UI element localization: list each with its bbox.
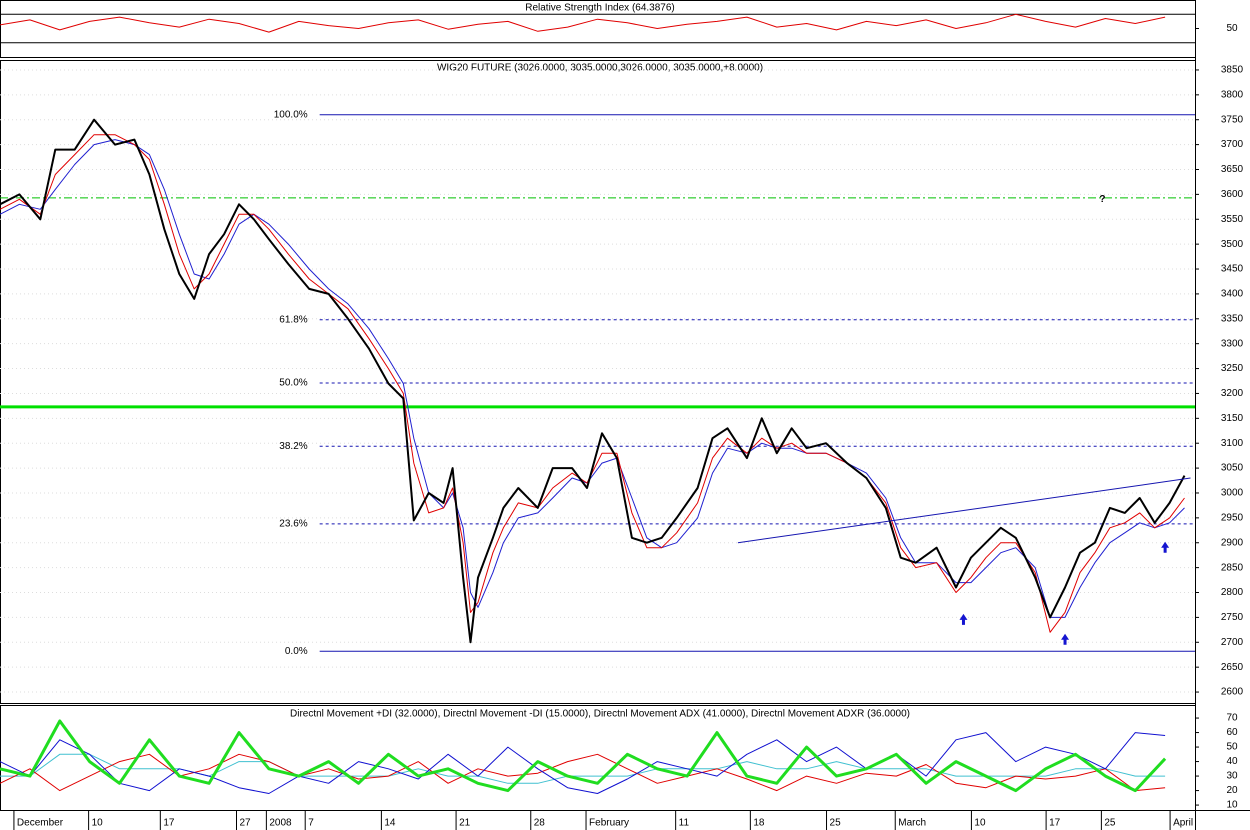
x-tick-label: March	[898, 818, 926, 829]
rsi-title: Relative Strength Index (64.3876)	[525, 3, 675, 14]
y-tick-label: 3850	[1221, 65, 1244, 76]
series-line	[0, 732, 1166, 794]
x-tick-label: 2008	[269, 818, 292, 829]
y-tick-label: 70	[1226, 713, 1238, 724]
dmi-title: Directnl Movement +DI (32.0000), Directn…	[290, 709, 910, 720]
price-title: WIG20 FUTURE (3026.0000, 3035.0000,3026.…	[437, 63, 763, 74]
series-line	[0, 134, 1185, 633]
fib-label: 100.0%	[274, 109, 308, 120]
x-tick-label: 27	[239, 818, 251, 829]
x-tick-label: 18	[753, 818, 765, 829]
x-tick-label: 11	[679, 818, 690, 829]
fib-label: 38.2%	[279, 441, 307, 452]
fib-label: 61.8%	[279, 314, 307, 325]
y-tick-label: 50	[1226, 742, 1238, 753]
y-tick-label: 3600	[1221, 189, 1244, 200]
y-tick-label: 20	[1226, 785, 1238, 796]
y-tick-label: 10	[1226, 800, 1238, 811]
y-tick-label: 3250	[1221, 363, 1244, 374]
x-tick-label: April	[1173, 818, 1193, 829]
y-tick-label: 3750	[1221, 114, 1244, 125]
y-tick-label: 50	[1226, 23, 1238, 34]
y-tick-label: 60	[1226, 727, 1238, 738]
x-tick-label: 25	[1104, 818, 1116, 829]
y-tick-label: 3700	[1221, 139, 1244, 150]
fib-label: 23.6%	[279, 518, 307, 529]
y-tick-label: 3500	[1221, 239, 1244, 250]
annotation: ?	[1099, 194, 1105, 205]
x-tick-label: 25	[830, 818, 842, 829]
y-tick-label: 3550	[1221, 214, 1244, 225]
x-tick-label: 7	[308, 818, 314, 829]
x-tick-label: 14	[384, 818, 396, 829]
series-line	[0, 13, 1166, 33]
y-tick-label: 2800	[1221, 587, 1244, 598]
y-tick-label: 3350	[1221, 313, 1244, 324]
y-tick-label: 40	[1226, 756, 1238, 767]
x-tick-label: 21	[459, 818, 471, 829]
y-tick-label: 3400	[1221, 289, 1244, 300]
y-tick-label: 2600	[1221, 687, 1244, 698]
y-tick-label: 3150	[1221, 413, 1244, 424]
arrow-marker	[1161, 541, 1170, 553]
x-tick-label: 17	[163, 818, 175, 829]
y-tick-label: 3000	[1221, 488, 1244, 499]
y-tick-label: 2900	[1221, 537, 1244, 548]
series-line	[0, 719, 1167, 793]
y-tick-label: 3300	[1221, 338, 1244, 349]
x-tick-label: 10	[92, 818, 104, 829]
y-tick-label: 2650	[1221, 662, 1244, 673]
y-tick-label: 2750	[1221, 612, 1244, 623]
x-tick-label: December	[17, 818, 64, 829]
x-tick-label: 28	[534, 818, 546, 829]
y-tick-label: 3650	[1221, 164, 1244, 175]
arrow-marker	[1061, 633, 1070, 645]
x-tick-label: February	[589, 818, 629, 829]
x-tick-label: 17	[1049, 818, 1061, 829]
y-tick-label: 3200	[1221, 388, 1244, 399]
fib-label: 50.0%	[279, 378, 307, 389]
y-tick-label: 3800	[1221, 89, 1244, 100]
y-tick-label: 3100	[1221, 438, 1244, 449]
y-tick-label: 2700	[1221, 637, 1244, 648]
trend-line	[737, 477, 1191, 544]
y-tick-label: 2850	[1221, 562, 1244, 573]
series-line	[0, 118, 1186, 644]
y-tick-label: 30	[1226, 771, 1238, 782]
y-tick-label: 3450	[1221, 264, 1244, 275]
y-tick-label: 3050	[1221, 463, 1244, 474]
y-tick-label: 2950	[1221, 513, 1244, 524]
fib-label: 0.0%	[285, 646, 308, 657]
x-tick-label: 10	[974, 818, 986, 829]
arrow-marker	[959, 613, 968, 625]
